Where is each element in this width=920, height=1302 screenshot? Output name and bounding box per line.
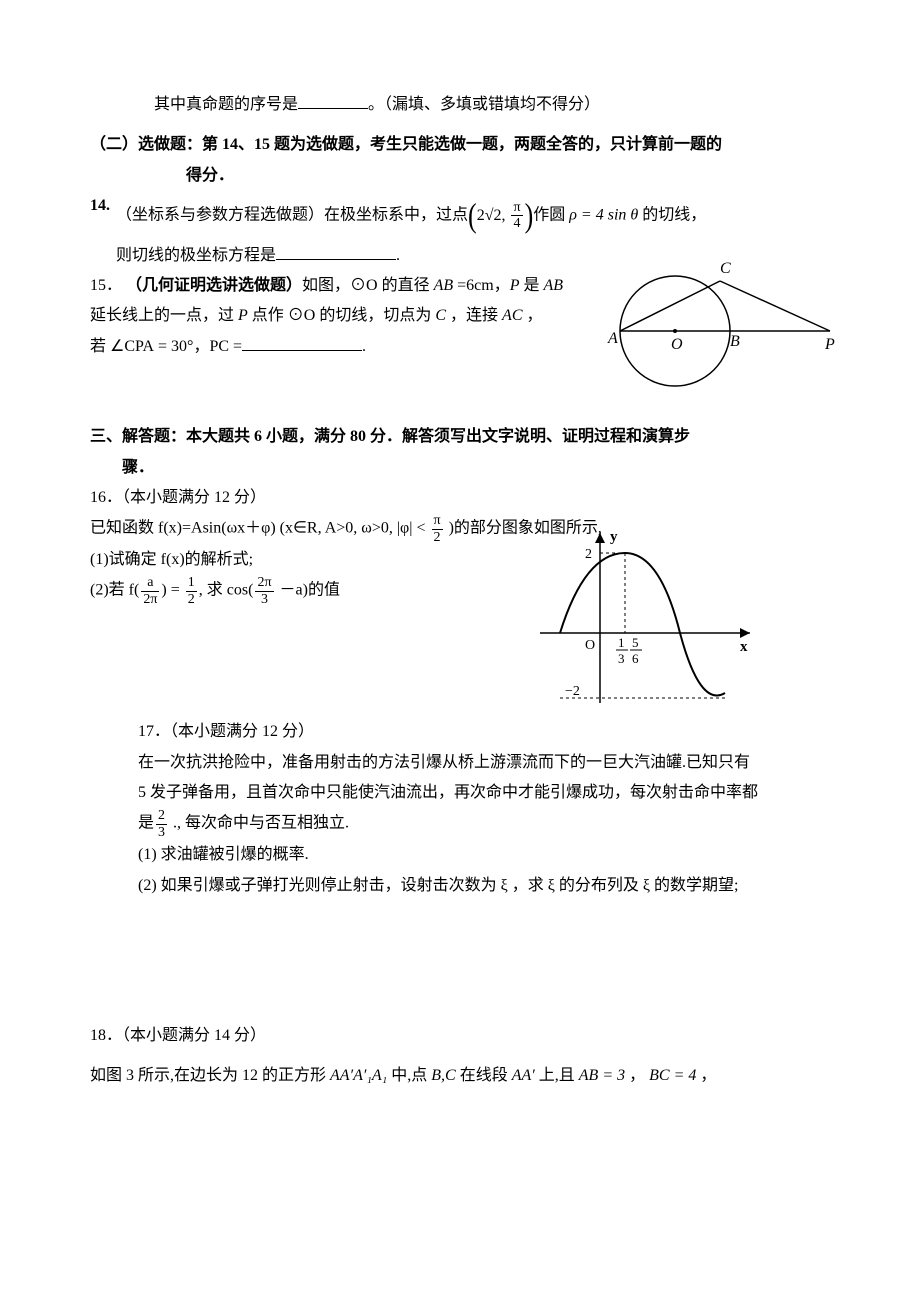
text: ， [625, 1067, 649, 1084]
section-2-heading: （二）选做题：第 14、15 题为选做题，考生只能选做一题，两题全答的，只计算前… [90, 130, 830, 160]
text: 点作 ⊙O 的切线，切点为 [248, 307, 436, 324]
svg-text:C: C [720, 260, 731, 277]
question-16: 16．（本小题满分 12 分） 已知函数 f(x)=Asin(ωx＋φ) (x∈… [90, 483, 830, 607]
svg-text:2: 2 [585, 547, 592, 562]
svg-text:y: y [610, 529, 618, 545]
fraction: 23 [156, 808, 167, 840]
text: 在线段 [456, 1067, 512, 1084]
text: = 30°，PC = [154, 338, 242, 355]
question-15: A B C O P 15． （几何证明选讲选做题）如图，⊙O 的直径 AB =6… [90, 271, 830, 362]
text: 是 [520, 277, 544, 294]
text: 中,点 [387, 1067, 431, 1084]
text: 骤． [122, 459, 154, 476]
svg-text:3: 3 [618, 651, 625, 666]
text: 得分． [186, 167, 234, 184]
rho-expr: ρ = 4 sin θ [569, 207, 638, 224]
text: ., 每次命中与否互相独立. [169, 815, 349, 832]
q14-number: 14. [90, 191, 110, 221]
text: ， [696, 1067, 716, 1084]
q14-label: （坐标系与参数方程选做题） [116, 207, 324, 224]
text: ) = [161, 582, 183, 599]
svg-text:6: 6 [632, 651, 639, 666]
fraction: a2π [141, 575, 159, 607]
svg-text:x: x [740, 639, 748, 655]
text: 在极坐标系中，过点 [324, 207, 468, 224]
period: . [362, 338, 366, 355]
fraction: 12 [186, 575, 197, 607]
q15-number: 15． [90, 277, 122, 294]
text: －a)的值 [276, 582, 340, 599]
p: P [510, 277, 520, 294]
ab: AB [434, 277, 454, 294]
text: , 求 cos( [199, 582, 254, 599]
q17-line1: 在一次抗洪抢险中，准备用射击的方法引爆从桥上游漂流而下的一巨大汽油罐.已知只有 [138, 748, 830, 778]
q17-part2: (2) 如果引爆或子弹打光则停止射击，设射击次数为 ξ ，求 ξ 的分布列及 ξ… [138, 871, 830, 901]
q18-header: 18．（本小题满分 14 分） [90, 1021, 830, 1051]
true-propositions-line: 其中真命题的序号是 。（漏填、多填或错填均不得分） [154, 90, 830, 120]
question-18: 18．（本小题满分 14 分） 如图 3 所示,在边长为 12 的正方形 AA′… [90, 1021, 830, 1092]
q16-figure: y x 2 −2 O 1 3 5 6 [530, 523, 760, 724]
svg-text:1: 1 [618, 635, 625, 650]
q16-header: 16．（本小题满分 12 分） [90, 483, 830, 513]
p2: P [238, 307, 248, 324]
text: 则切线的极坐标方程是 [116, 247, 276, 264]
text: ，连接 [446, 307, 502, 324]
question-17: 17．（本小题满分 12 分） 在一次抗洪抢险中，准备用射击的方法引爆从桥上游漂… [138, 717, 830, 901]
text: 三、解答题：本大题共 6 小题，满分 80 分．解答须写出文字说明、证明过程和演… [90, 428, 690, 445]
text: 。（漏填、多填或错填均不得分） [368, 96, 600, 113]
text: ， [523, 307, 543, 324]
ab-eq: AB = 3 [579, 1067, 625, 1084]
svg-text:A: A [607, 330, 618, 347]
ab2: AB [544, 277, 564, 294]
fraction: π2 [432, 513, 443, 545]
svg-text:B: B [730, 333, 740, 350]
text: （二）选做题：第 14、15 题为选做题，考生只能选做一题，两题全答的，只计算前… [90, 136, 722, 153]
bc-eq: BC = 4 [649, 1067, 696, 1084]
point-value: 2√2, π4 [477, 207, 525, 224]
q17-line2: 5 发子弹备用，且首次命中只能使汽油流出，再次命中才能引爆成功，每次射击命中率都 [138, 778, 830, 808]
section-3-heading: 三、解答题：本大题共 6 小题，满分 80 分．解答须写出文字说明、证明过程和演… [90, 422, 830, 452]
c: C [435, 307, 446, 324]
text: 上,且 [535, 1067, 579, 1084]
text: 延长线上的一点，过 [90, 307, 238, 324]
ac: AC [502, 307, 522, 324]
blank-fill [298, 92, 368, 109]
text: =6cm， [453, 277, 510, 294]
square: AA′A′₁A₁ [330, 1067, 387, 1084]
svg-text:O: O [585, 638, 595, 653]
svg-text:P: P [824, 336, 835, 353]
q15-figure: A B C O P [590, 251, 840, 402]
text: 是 [138, 815, 154, 832]
svg-text:O: O [671, 336, 683, 353]
text: (2)若 f( [90, 582, 139, 599]
text: 其中真命题的序号是 [154, 96, 298, 113]
svg-text:−2: −2 [565, 684, 580, 699]
angle: ∠CPA [110, 338, 154, 355]
text: 的切线， [642, 207, 706, 224]
fraction: 2π3 [255, 575, 273, 607]
text: 若 [90, 338, 110, 355]
q17-part1: (1) 求油罐被引爆的概率. [138, 840, 830, 870]
period: . [396, 247, 400, 264]
rparen-icon: ) [525, 184, 534, 248]
q15-label: （几何证明选讲选做题） [126, 277, 302, 294]
text: 如图，⊙O 的直径 [302, 277, 434, 294]
text: 如图 3 所示,在边长为 12 的正方形 [90, 1067, 330, 1084]
blank-fill [242, 334, 362, 351]
lparen-icon: ( [468, 184, 477, 248]
section-3-heading-cont: 骤． [122, 453, 830, 483]
text: 已知函数 f(x)=Asin(ωx＋φ) (x∈R, A>0, ω>0, |φ|… [90, 520, 430, 537]
text: 作圆 [533, 207, 565, 224]
blank-fill [276, 243, 396, 260]
svg-text:5: 5 [632, 635, 639, 650]
section-2-heading-cont: 得分． [186, 161, 830, 191]
aa: AA′ [512, 1067, 535, 1084]
bc: B,C [431, 1067, 455, 1084]
